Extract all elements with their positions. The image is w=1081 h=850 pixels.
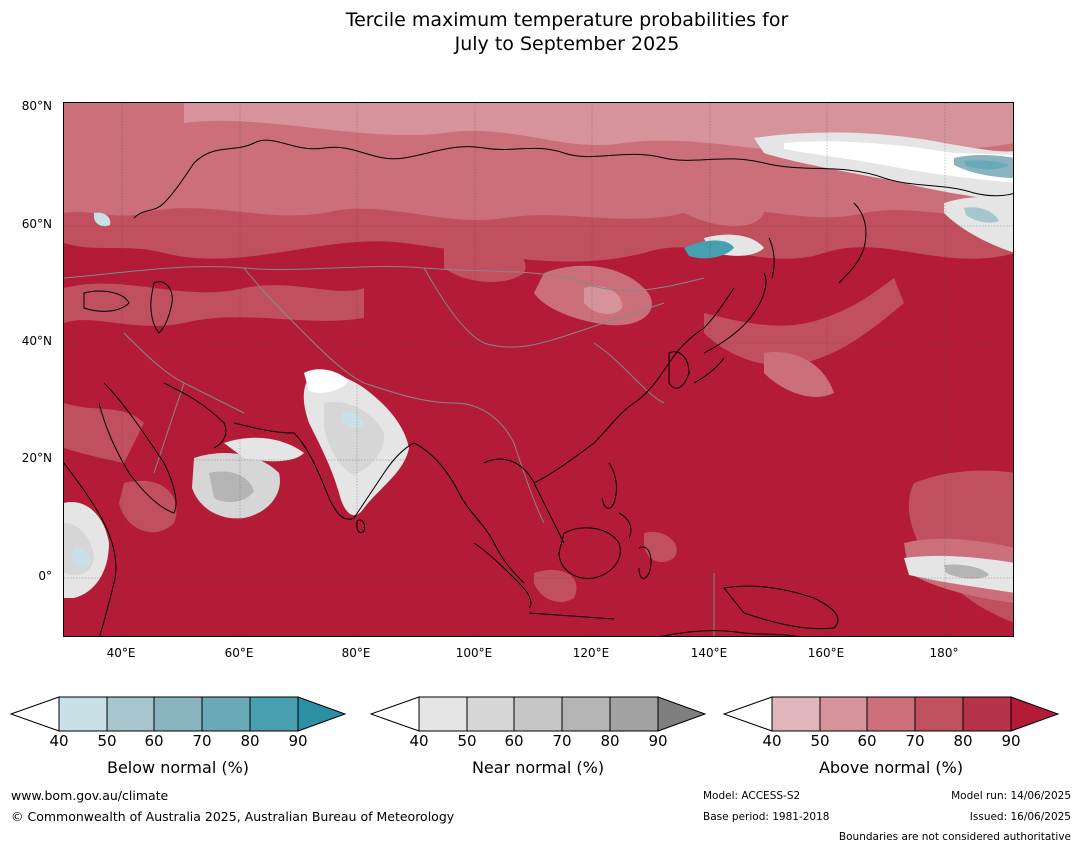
- lon-label-60e: 60°E: [224, 646, 254, 660]
- above-tick-70: 70: [905, 732, 925, 750]
- above-tick-80: 80: [953, 732, 973, 750]
- legend-near-normal-bar: [369, 696, 707, 732]
- issued-text: Issued: 16/06/2025: [969, 811, 1071, 823]
- below-swatch-50: [106, 696, 155, 732]
- model-run-text: Model run: 14/06/2025: [951, 790, 1071, 802]
- title-line-1: Tercile maximum temperature probabilitie…: [345, 9, 789, 31]
- below-swatch-80: [249, 696, 299, 732]
- below-tick-60: 60: [144, 732, 164, 750]
- near-normal-shading: [64, 132, 1013, 598]
- lat-label-40n: 40°N: [21, 334, 52, 348]
- below-swatch-60: [153, 696, 203, 732]
- near-tick-80: 80: [600, 732, 620, 750]
- model-text: Model: ACCESS-S2: [703, 790, 801, 802]
- lon-label-160e: 160°E: [807, 646, 845, 660]
- below-tick-80: 80: [240, 732, 260, 750]
- legend-below-normal-bar: [9, 696, 347, 732]
- lat-label-60n: 60°N: [21, 217, 52, 231]
- lat-label-20n: 20°N: [21, 451, 52, 465]
- near-swatch-40: [418, 696, 468, 732]
- country-borders: [64, 266, 715, 636]
- chart-title: Tercile maximum temperature probabilitie…: [0, 8, 1081, 56]
- above-swatch-90: [1010, 696, 1060, 732]
- near-tick-40: 40: [409, 732, 429, 750]
- near-swatch-50: [466, 696, 515, 732]
- above-swatch-40: [771, 696, 821, 732]
- below-tick-40: 40: [49, 732, 69, 750]
- probability-map: [63, 102, 1014, 637]
- coastlines: [64, 139, 1013, 636]
- near-tick-50: 50: [457, 732, 477, 750]
- above-swatch-50: [819, 696, 868, 732]
- below-swatch-70: [201, 696, 251, 732]
- disclaimer-text: Boundaries are not considered authoritat…: [838, 831, 1071, 843]
- lon-label-140e: 140°E: [690, 646, 728, 660]
- above-swatch-60: [866, 696, 916, 732]
- near-swatch-80: [609, 696, 659, 732]
- copyright-text: © Commonwealth of Australia 2025, Austra…: [11, 809, 455, 824]
- above-tick-50: 50: [810, 732, 830, 750]
- lat-label-80n: 80°N: [21, 99, 52, 113]
- below-tick-70: 70: [192, 732, 212, 750]
- near-swatch-70: [561, 696, 611, 732]
- near-tick-60: 60: [504, 732, 524, 750]
- below-swatch-90: [297, 696, 347, 732]
- above-tick-90: 90: [1001, 732, 1021, 750]
- legend-colorbars: [9, 696, 1060, 732]
- above-tick-60: 60: [857, 732, 877, 750]
- above-swatch-80: [962, 696, 1012, 732]
- lon-label-120e: 120°E: [572, 646, 610, 660]
- below-tick-90: 90: [288, 732, 308, 750]
- below-swatch-40: [58, 696, 108, 732]
- near-tick-90: 90: [648, 732, 668, 750]
- lon-label-80e: 80°E: [341, 646, 371, 660]
- title-line-2: July to September 2025: [454, 33, 680, 55]
- above-tick-40: 40: [762, 732, 782, 750]
- lat-label-0: 0°: [38, 569, 52, 583]
- graticule: [64, 103, 1013, 636]
- lon-label-180: 180°: [929, 646, 959, 660]
- below-normal-shading: [72, 155, 1013, 568]
- lon-label-40e: 40°E: [106, 646, 136, 660]
- legend-above-normal-label: Above normal (%): [818, 758, 964, 777]
- near-tick-70: 70: [552, 732, 572, 750]
- near-swatch-90: [657, 696, 707, 732]
- base-period-text: Base period: 1981-2018: [703, 811, 830, 823]
- legend-below-normal-label: Below normal (%): [106, 758, 250, 777]
- website-link[interactable]: www.bom.gov.au/climate: [11, 788, 169, 803]
- below-tick-50: 50: [97, 732, 117, 750]
- near-swatch-60: [513, 696, 563, 732]
- lon-label-100e: 100°E: [455, 646, 493, 660]
- legend-near-normal-label: Near normal (%): [471, 758, 605, 777]
- above-normal-shading: [64, 103, 1013, 623]
- legend-above-normal-bar: [722, 696, 1060, 732]
- above-swatch-70: [914, 696, 964, 732]
